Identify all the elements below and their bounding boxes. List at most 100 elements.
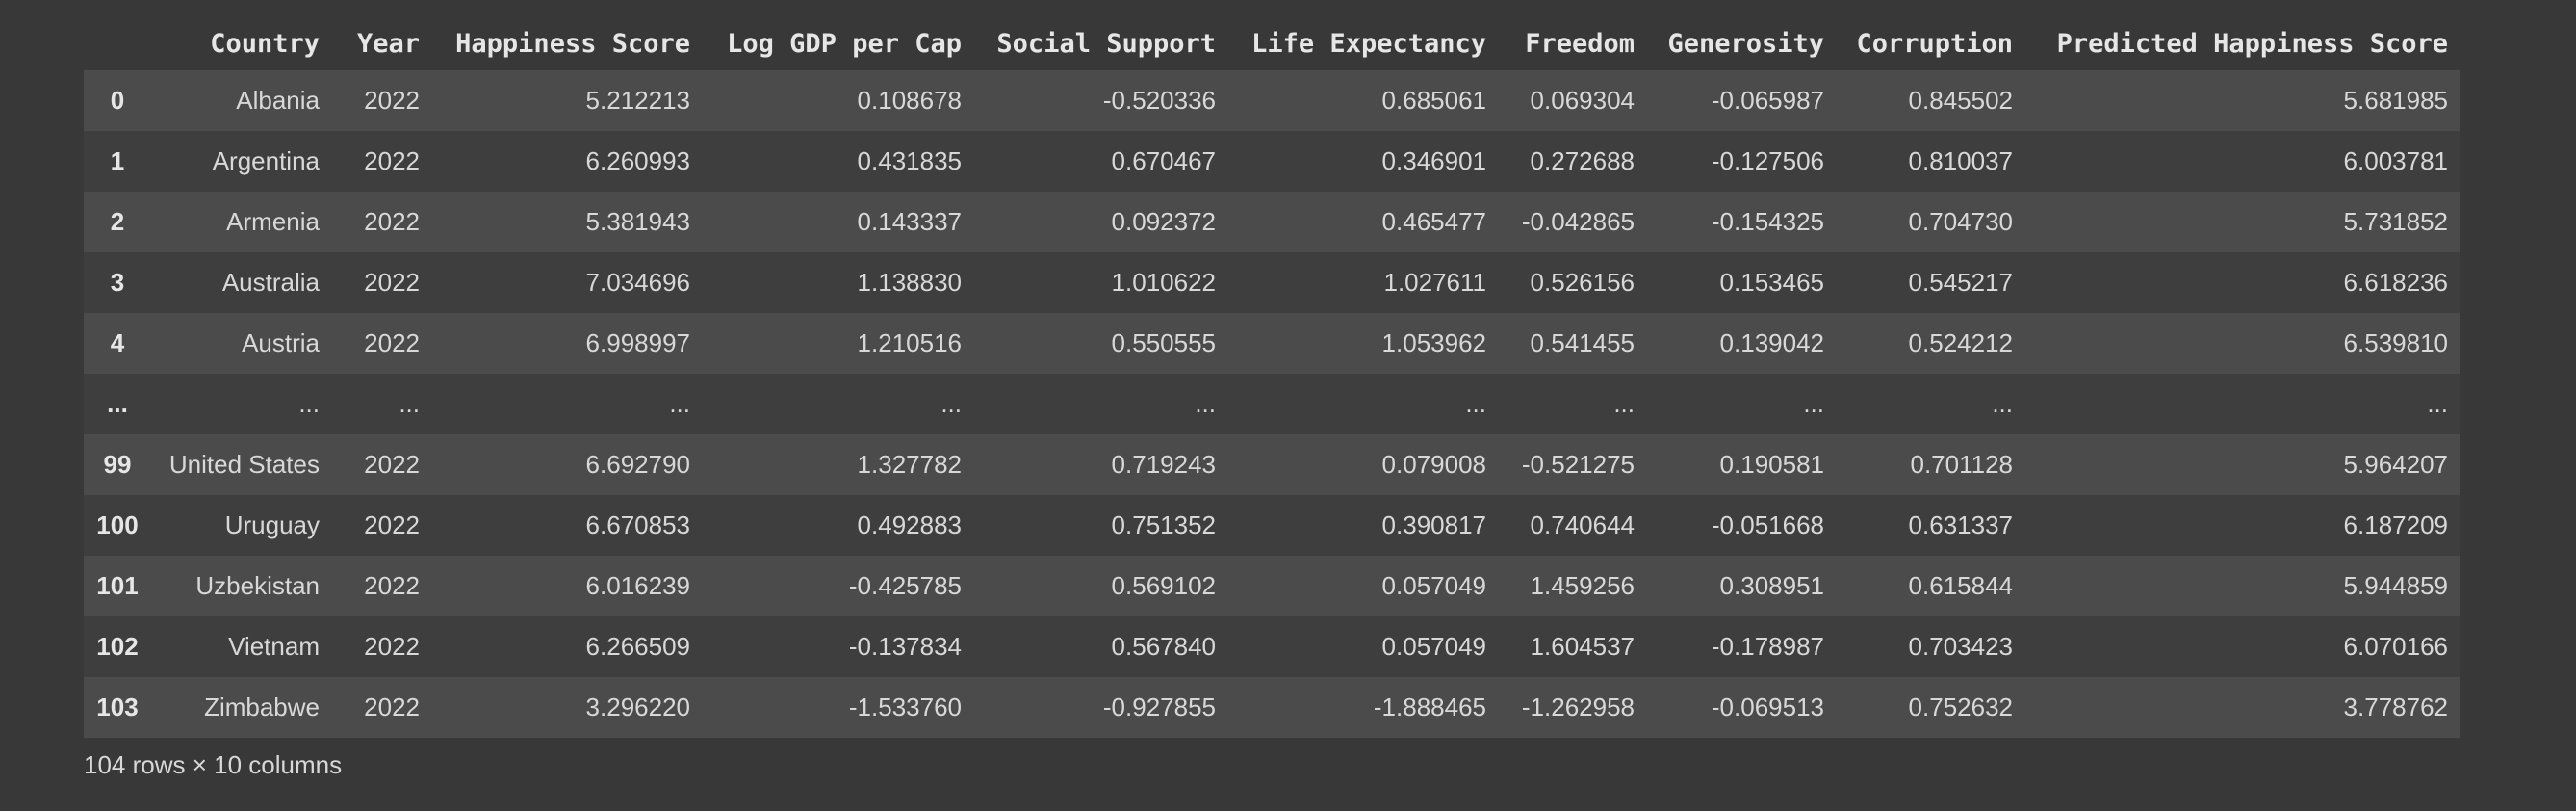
table-cell: 0.069304 [1530,86,1635,115]
row-index: 0 [110,86,125,115]
table-cell: 1.138830 [857,268,962,297]
table-cell: 3.296220 [585,693,690,721]
table-cell: 6.618236 [2343,268,2448,297]
table-row: 100 Uruguay 2022 6.670853 0.492883 0.751352 0.… [84,495,2460,556]
table-cell: 2022 [364,86,420,115]
table-row: 4 Austria 2022 6.998997 1.210516 0.550555 1.05… [84,313,2460,374]
table-cell: Zimbabwe [204,693,320,721]
row-index: 1 [110,146,125,175]
column-header: Country [151,16,332,70]
table-cell: 3.778762 [2343,693,2448,721]
table-cell: 5.731852 [2343,207,2448,236]
row-index: 2 [110,207,125,236]
table-cell: 0.272688 [1530,146,1635,175]
column-header: Life Expectancy [1228,16,1499,70]
table-cell: 2022 [364,632,420,661]
table-cell: 2022 [364,207,420,236]
table-row: 103 Zimbabwe 2022 3.296220 -1.533760 -0.92785… [84,677,2460,738]
table-cell: Australia [221,268,320,297]
table-cell: 5.381943 [585,207,690,236]
table-cell: ... [1803,389,1824,418]
table-cell: 0.465477 [1381,207,1486,236]
table-cell: -0.127506 [1711,146,1824,175]
table-cell: 0.631337 [1908,510,2013,539]
table-cell: 6.003781 [2343,146,2448,175]
table-cell: 0.526156 [1530,268,1635,297]
table-cell: 6.187209 [2343,510,2448,539]
table-cell: -0.521275 [1521,450,1635,479]
row-index: 3 [110,268,125,297]
table-cell: 2022 [364,268,420,297]
table-cell: ... [1613,389,1635,418]
table-cell: 6.692790 [585,450,690,479]
table-row: 0 Albania 2022 5.212213 0.108678 -0.520336 0.6… [84,70,2460,131]
table-cell: 6.260993 [585,146,690,175]
table-cell: 0.701128 [1910,450,2013,479]
table-row: 1 Argentina 2022 6.260993 0.431835 0.670467 0.… [84,131,2460,192]
table-cell: 0.143337 [857,207,962,236]
column-header: Corruption [1837,16,2025,70]
column-header: Predicted Happiness Score [2025,16,2460,70]
table-cell: -0.051668 [1711,510,1824,539]
table-cell: Albania [236,86,320,115]
table-cell: 2022 [364,510,420,539]
row-index: 4 [110,328,125,357]
table-cell: 0.703423 [1908,632,2013,661]
table-cell: -0.520336 [1102,86,1216,115]
table-cell: 7.034696 [585,268,690,297]
table-cell: ... [1195,389,1216,418]
table-cell: 0.615844 [1908,571,2013,600]
table-cell: 0.541455 [1530,328,1635,357]
table-cell: ... [1992,389,2013,418]
table-cell: ... [940,389,962,418]
table-cell: 0.704730 [1908,207,2013,236]
table-cell: -0.065987 [1711,86,1824,115]
table-cell: 0.685061 [1381,86,1486,115]
table-cell: 0.057049 [1381,632,1486,661]
table-cell: -1.533760 [848,693,962,721]
table-cell: 0.569102 [1111,571,1216,600]
table-cell: -0.042865 [1521,207,1635,236]
table-cell: 5.212213 [585,86,690,115]
row-index: 102 [96,632,139,661]
table-cell: 1.210516 [857,328,962,357]
table-cell: 6.016239 [585,571,690,600]
table-cell: -0.137834 [848,632,962,661]
table-cell: -0.425785 [848,571,962,600]
table-cell: 2022 [364,328,420,357]
table-cell: 0.524212 [1908,328,2013,357]
table-cell: 0.670467 [1111,146,1216,175]
table-cell: 0.492883 [857,510,962,539]
table-cell: 6.070166 [2343,632,2448,661]
table-cell: 1.053962 [1381,328,1486,357]
table-cell: 0.308951 [1719,571,1824,600]
column-header: Year [332,16,432,70]
row-index: 100 [96,510,139,539]
table-cell: ... [399,389,420,418]
table-body: 0 Albania 2022 5.212213 0.108678 -0.520336 0.6… [84,70,2460,738]
table-cell: -0.178987 [1711,632,1824,661]
table-cell: 0.153465 [1719,268,1824,297]
row-index: ... [107,389,128,418]
dataframe-table: Country Year Happiness Score Log GDP per… [84,16,2460,738]
table-cell: -0.927855 [1102,693,1216,721]
table-cell: Vietnam [228,632,320,661]
table-cell: 0.092372 [1111,207,1216,236]
table-cell: Uruguay [224,510,320,539]
table-cell: 1.327782 [857,450,962,479]
column-header: Log GDP per Cap [703,16,974,70]
table-cell: 2022 [364,571,420,600]
table-cell: ... [298,389,320,418]
table-cell: 1.459256 [1530,571,1635,600]
table-cell: 6.998997 [585,328,690,357]
table-cell: -1.262958 [1521,693,1635,721]
column-header: Social Support [974,16,1228,70]
column-header: Happiness Score [432,16,703,70]
table-row: 101 Uzbekistan 2022 6.016239 -0.425785 0.5691… [84,556,2460,616]
table-cell: 2022 [364,693,420,721]
table-cell: 6.670853 [585,510,690,539]
table-cell: ... [1465,389,1486,418]
header-row: Country Year Happiness Score Log GDP per… [84,16,2460,70]
table-row: 3 Australia 2022 7.034696 1.138830 1.010622 1.… [84,252,2460,313]
